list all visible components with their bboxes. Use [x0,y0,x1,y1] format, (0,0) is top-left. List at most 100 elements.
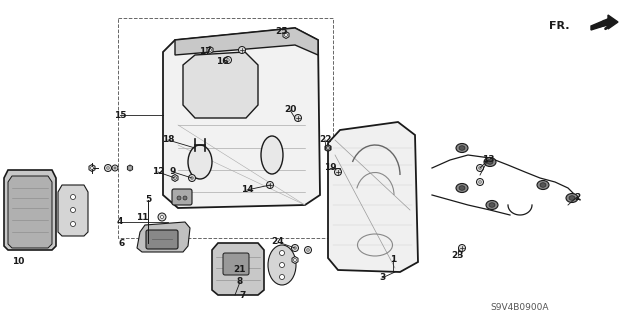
Ellipse shape [487,160,493,164]
Circle shape [91,167,93,169]
Polygon shape [183,52,258,118]
Polygon shape [212,243,264,295]
Text: FR.: FR. [550,21,570,31]
FancyBboxPatch shape [223,253,249,275]
Polygon shape [591,18,610,30]
Ellipse shape [456,183,468,192]
Text: 7: 7 [240,291,246,300]
Circle shape [107,167,109,169]
Ellipse shape [188,145,212,179]
Circle shape [70,221,76,226]
Polygon shape [175,28,318,55]
Ellipse shape [459,146,465,150]
Ellipse shape [537,181,549,189]
Ellipse shape [486,201,498,210]
Circle shape [239,47,246,54]
Text: 18: 18 [162,136,174,145]
Text: 15: 15 [114,110,126,120]
Text: 16: 16 [216,57,228,66]
Circle shape [307,249,309,251]
Ellipse shape [456,144,468,152]
Polygon shape [137,222,190,252]
Circle shape [479,167,481,169]
Text: 5: 5 [145,196,151,204]
Text: 22: 22 [319,136,332,145]
Polygon shape [4,170,56,250]
Text: 23: 23 [452,250,464,259]
Circle shape [305,247,312,254]
Circle shape [114,167,116,169]
Ellipse shape [261,136,283,174]
Text: S9V4B0900A: S9V4B0900A [490,303,548,313]
Text: 20: 20 [284,106,296,115]
Circle shape [326,147,330,149]
Text: 13: 13 [482,155,494,165]
Ellipse shape [268,245,296,285]
Text: 17: 17 [198,48,211,56]
Ellipse shape [459,186,465,190]
Circle shape [129,167,131,169]
Ellipse shape [569,196,575,200]
Circle shape [294,115,301,122]
Circle shape [280,275,285,279]
Circle shape [294,247,296,249]
Circle shape [70,207,76,212]
Text: 6: 6 [119,239,125,248]
Circle shape [266,182,273,189]
Circle shape [104,165,111,172]
Polygon shape [325,145,331,152]
Ellipse shape [540,183,546,187]
Text: 4: 4 [117,218,123,226]
Circle shape [112,165,118,171]
Circle shape [177,196,181,200]
Polygon shape [328,122,418,272]
Text: 11: 11 [136,213,148,222]
Polygon shape [58,185,88,236]
Circle shape [189,174,195,182]
Circle shape [477,179,483,186]
Ellipse shape [566,194,578,203]
Text: 8: 8 [237,278,243,286]
Circle shape [280,250,285,256]
Polygon shape [8,176,52,248]
Circle shape [70,195,76,199]
Circle shape [327,147,329,149]
Text: 3: 3 [379,273,385,283]
Polygon shape [172,174,178,182]
Circle shape [191,177,193,179]
Text: 21: 21 [234,265,246,275]
Circle shape [291,244,298,251]
Polygon shape [608,15,618,29]
Polygon shape [89,165,95,172]
Circle shape [479,181,481,183]
Text: 24: 24 [272,238,284,247]
Bar [118,18,333,238]
Polygon shape [207,47,213,54]
FancyBboxPatch shape [146,230,178,249]
Circle shape [477,165,483,172]
Circle shape [225,56,232,63]
Circle shape [227,59,229,61]
Circle shape [280,263,285,268]
Circle shape [458,244,465,251]
Text: 9: 9 [170,167,176,176]
Text: 25: 25 [276,27,288,36]
Circle shape [161,216,163,219]
Circle shape [335,168,342,175]
Circle shape [294,259,296,261]
Circle shape [183,196,187,200]
Text: 19: 19 [324,164,336,173]
Polygon shape [127,165,132,171]
Text: 2: 2 [574,192,580,202]
Polygon shape [292,256,298,263]
Text: 10: 10 [12,257,24,266]
Polygon shape [163,28,320,208]
Text: 12: 12 [152,167,164,176]
Circle shape [158,213,166,221]
Polygon shape [325,145,331,151]
Circle shape [209,48,211,51]
Polygon shape [283,32,289,39]
Ellipse shape [484,158,496,167]
Circle shape [285,33,287,36]
Ellipse shape [489,203,495,207]
